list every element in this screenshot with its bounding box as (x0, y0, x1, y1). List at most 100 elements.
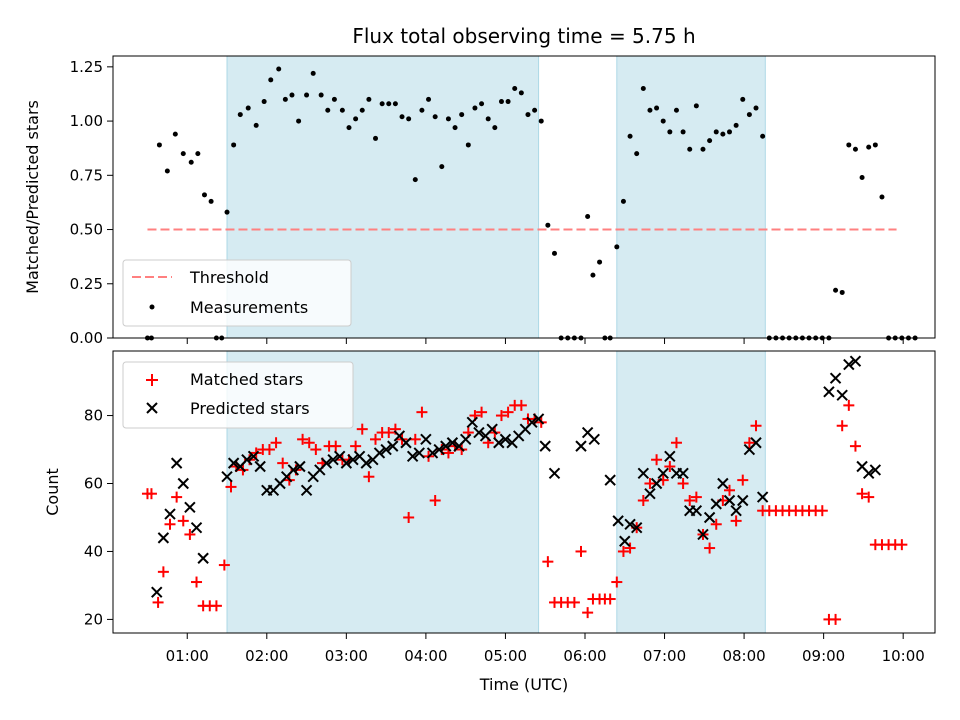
measurement-point (786, 335, 792, 341)
y-tick-label: 0.25 (70, 275, 103, 293)
predicted-star-point (400, 437, 412, 449)
measurement-point (693, 103, 699, 109)
top-legend-box (122, 259, 352, 327)
measurement-point (261, 99, 267, 105)
measurement-point (296, 118, 302, 124)
matched-star-point (409, 433, 421, 445)
predicted-star-point (373, 447, 386, 459)
predicted-star-point (294, 460, 306, 473)
predicted-star-point (227, 457, 240, 469)
measurement-point (852, 146, 858, 152)
measurement-point (164, 168, 170, 174)
bottom-y-axis-label: Count (43, 468, 62, 516)
matched-star-point (363, 471, 375, 483)
matched-star-point (637, 494, 649, 506)
predicted-star-point (737, 494, 749, 507)
measurement-point (766, 335, 772, 341)
measurement-point (289, 92, 295, 98)
matched-star-point (310, 444, 322, 456)
measurement-point (426, 96, 432, 102)
matched-star-point (704, 542, 716, 554)
matched-star-point (690, 491, 702, 503)
legend-measurements-label: Measurements (190, 298, 308, 317)
measurement-point (224, 209, 230, 215)
measurement-point (634, 151, 640, 157)
predicted-star-point (723, 494, 736, 507)
matched-star-point (582, 607, 594, 619)
measurement-point (245, 105, 251, 111)
matched-star-point (330, 440, 342, 452)
predicted-star-point (190, 521, 203, 534)
predicted-star-point (548, 467, 561, 480)
predicted-star-point (690, 504, 703, 517)
measurement-point (892, 335, 898, 341)
measurement-point (399, 114, 405, 120)
measurement-point (866, 144, 872, 150)
predicted-star-point (703, 511, 716, 524)
measurement-point (412, 177, 418, 183)
predicted-star-point (532, 413, 545, 425)
measurement-point (647, 107, 653, 113)
measurement-point (826, 335, 832, 341)
measurement-point (578, 335, 584, 341)
matched-star-point (297, 433, 309, 445)
predicted-star-point (347, 454, 359, 466)
predicted-star-point (843, 358, 855, 371)
y-tick-label: 0.75 (70, 166, 103, 184)
matched-star-point (270, 437, 282, 449)
measurement-point (359, 107, 365, 113)
predicted-star-point (619, 535, 631, 547)
measurement-point (498, 99, 504, 105)
x-tick-label: 08:00 (722, 647, 765, 665)
matched-star-point (737, 474, 749, 486)
measurement-point (859, 174, 865, 180)
matched-star-point (843, 399, 855, 411)
matched-star-point (383, 427, 395, 439)
matched-star-point (303, 437, 315, 449)
predicted-star-point (750, 437, 762, 449)
measurement-point (602, 335, 608, 341)
measurement-point (195, 151, 201, 157)
predicted-star-point (380, 443, 392, 456)
predicted-star-point (863, 467, 875, 480)
measurement-point (339, 107, 345, 113)
predicted-star-point (756, 491, 769, 503)
matched-star-point (218, 559, 230, 571)
matched-star-point (416, 406, 428, 418)
measurement-point (727, 129, 732, 135)
predicted-star-point (493, 437, 505, 449)
predicted-star-point (836, 389, 848, 401)
measurement-point (268, 77, 274, 83)
measurement-point (180, 151, 186, 157)
predicted-star-point (170, 457, 183, 469)
predicted-star-point (151, 586, 163, 598)
matched-star-point (677, 478, 689, 490)
measurement-point (607, 335, 613, 341)
measurement-point (525, 112, 531, 118)
measurement-point (237, 112, 243, 118)
measurement-point (419, 107, 425, 113)
x-tick-label: 03:00 (325, 647, 368, 665)
predicted-star-point (340, 457, 353, 469)
predicted-star-point (637, 467, 650, 480)
measurement-point (773, 335, 779, 341)
predicted-star-point (849, 355, 862, 367)
measurement-point (282, 96, 288, 102)
measurement-point (253, 122, 259, 128)
measurement-point (276, 66, 282, 72)
measurement-point (879, 194, 885, 200)
predicted-star-point (710, 498, 722, 510)
matched-star-point (670, 437, 682, 449)
measurement-point (673, 107, 679, 113)
measurement-point (406, 116, 412, 122)
measurement-point (505, 99, 511, 105)
measurement-point (219, 335, 225, 341)
measurement-point (660, 118, 666, 124)
y-tick-label: 40 (84, 542, 103, 560)
predicted-star-point (539, 440, 551, 452)
predicted-star-point (657, 467, 669, 480)
matched-star-point (277, 457, 289, 469)
predicted-star-point (697, 528, 709, 541)
measurement-point (459, 112, 465, 118)
predicted-star-point (499, 433, 512, 446)
